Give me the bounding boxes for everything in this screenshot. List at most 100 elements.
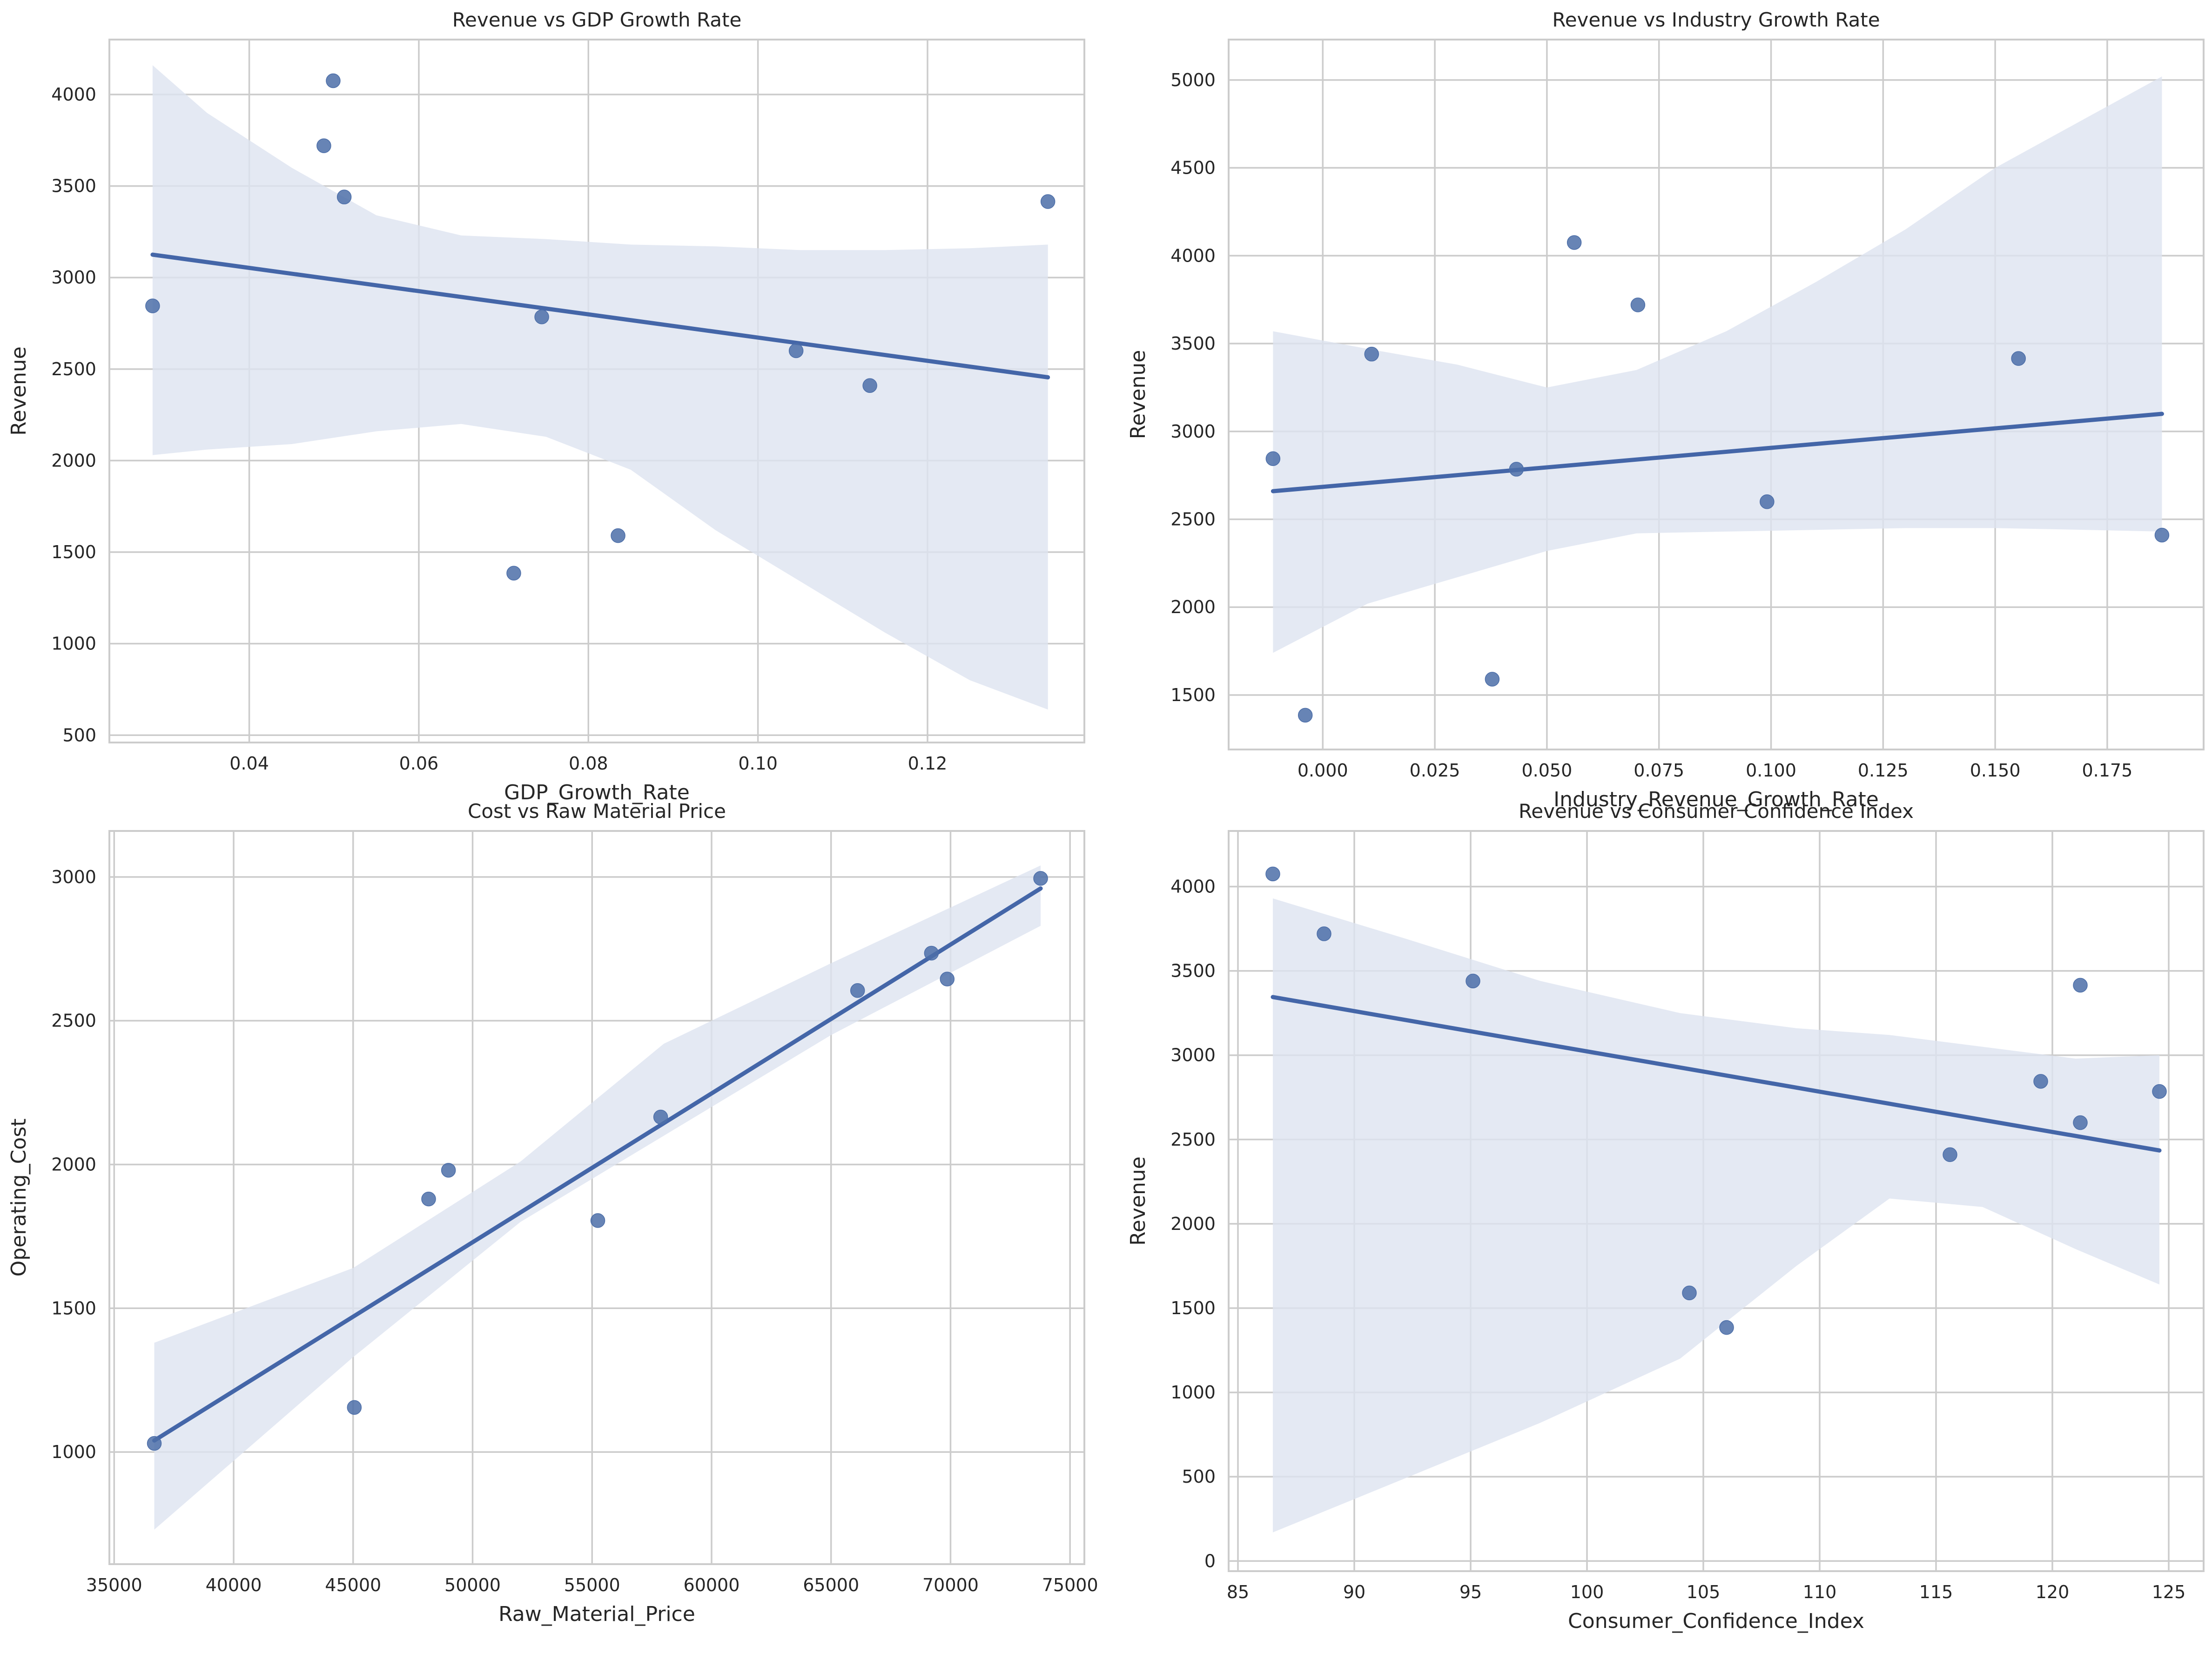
data-point <box>2033 1074 2048 1089</box>
data-point <box>1719 1320 1734 1335</box>
y-tick-label: 3000 <box>51 267 96 288</box>
x-tick-label: 110 <box>1803 1582 1837 1602</box>
y-tick-label: 2000 <box>51 450 96 471</box>
x-tick-label: 95 <box>1459 1582 1482 1602</box>
regression-line <box>1271 995 2162 1153</box>
data-point <box>2073 978 2088 993</box>
data-point <box>862 378 877 393</box>
x-tick-label: 0.050 <box>1521 760 1572 781</box>
data-point <box>506 566 521 581</box>
y-tick-label: 500 <box>1182 1466 1216 1487</box>
y-axis-label: Revenue <box>1126 350 1150 439</box>
data-point <box>1364 346 1379 362</box>
data-point <box>940 972 955 986</box>
y-tick-label: 1000 <box>51 634 96 654</box>
panel-cost-vs-raw-material: Cost vs Raw Material Price Raw_Material_… <box>7 800 1098 1626</box>
confidence-band <box>1273 76 2162 653</box>
x-tick-label: 0.025 <box>1410 760 1460 781</box>
x-tick-label: 0.175 <box>2082 760 2133 781</box>
confidence-band <box>154 865 1041 1530</box>
data-point <box>326 73 341 88</box>
confidence-band <box>152 65 1048 710</box>
y-tick-label: 1500 <box>1170 1298 1216 1318</box>
data-point <box>1265 866 1280 882</box>
y-tick-label: 5000 <box>1170 70 1216 90</box>
data-point <box>1485 672 1500 687</box>
data-point <box>1298 708 1313 723</box>
panel-revenue-vs-industry: Revenue vs Industry Growth Rate Industry… <box>1126 8 2205 811</box>
x-tick-label: 75000 <box>1042 1575 1098 1595</box>
y-tick-label: 4000 <box>1170 877 1216 897</box>
y-tick-label: 3500 <box>1170 333 1216 354</box>
y-axis-label: Revenue <box>7 346 31 436</box>
data-point <box>1567 235 1582 250</box>
x-tick-label: 0.04 <box>229 753 269 774</box>
x-tick-label: 85 <box>1227 1582 1249 1602</box>
data-point <box>2154 527 2170 543</box>
y-tick-label: 3000 <box>1170 1045 1216 1066</box>
x-tick-label: 0.150 <box>1970 760 2021 781</box>
x-tick-label: 0.125 <box>1858 760 1909 781</box>
data-point <box>1630 297 1646 312</box>
x-tick-label: 0.12 <box>908 753 948 774</box>
y-tick-label: 4500 <box>1170 158 1216 178</box>
data-point <box>441 1163 456 1178</box>
data-point <box>2152 1084 2167 1099</box>
data-point <box>1509 462 1524 477</box>
y-tick-label: 3500 <box>1170 961 1216 981</box>
x-tick-label: 50000 <box>444 1575 501 1595</box>
y-tick-label: 500 <box>62 725 96 745</box>
data-point <box>653 1109 668 1125</box>
data-point <box>147 1436 162 1451</box>
regression-line <box>1271 412 2164 493</box>
x-axis-label: Raw_Material_Price <box>498 1602 695 1626</box>
x-tick-label: 0.06 <box>399 753 439 774</box>
x-tick-label: 0.10 <box>738 753 778 774</box>
data-point <box>924 945 939 961</box>
data-point <box>421 1191 436 1207</box>
x-axis-label: Consumer_Confidence_Index <box>1568 1609 1864 1633</box>
data-point <box>1317 926 1331 941</box>
chart-title: Revenue vs Industry Growth Rate <box>1552 8 1880 31</box>
data-point <box>2073 1115 2088 1130</box>
data-point <box>850 983 865 998</box>
y-tick-label: 2500 <box>1170 509 1216 530</box>
x-tick-label: 125 <box>2152 1582 2186 1602</box>
data-point <box>336 189 352 204</box>
x-tick-label: 0.08 <box>569 753 608 774</box>
data-point <box>1760 494 1775 509</box>
y-tick-label: 1500 <box>51 1298 96 1318</box>
x-tick-label: 45000 <box>325 1575 381 1595</box>
chart-title: Revenue vs GDP Growth Rate <box>452 8 742 31</box>
data-point <box>1040 194 1056 209</box>
y-tick-label: 4000 <box>1170 245 1216 266</box>
x-tick-label: 65000 <box>803 1575 859 1595</box>
x-tick-label: 0.075 <box>1634 760 1684 781</box>
y-axis-label: Revenue <box>1126 1156 1150 1246</box>
data-point <box>1466 973 1480 989</box>
y-tick-label: 2000 <box>1170 597 1216 617</box>
data-point <box>1033 871 1048 886</box>
panel-revenue-vs-consumer-confidence: Revenue vs Consumer Confidence Index Con… <box>1126 800 2205 1633</box>
data-point <box>1682 1285 1697 1301</box>
x-tick-label: 115 <box>1919 1582 1953 1602</box>
y-tick-label: 2000 <box>1170 1214 1216 1234</box>
y-axis-label: Operating_Cost <box>7 1119 31 1277</box>
chart-title: Revenue vs Consumer Confidence Index <box>1519 800 1914 823</box>
x-tick-label: 0.100 <box>1746 760 1796 781</box>
data-point <box>590 1213 605 1228</box>
regression-line <box>152 886 1043 1443</box>
y-tick-label: 3000 <box>1170 421 1216 442</box>
y-tick-label: 1000 <box>1170 1382 1216 1403</box>
y-tick-label: 2500 <box>51 1011 96 1031</box>
y-tick-label: 2500 <box>51 359 96 379</box>
y-tick-label: 2500 <box>1170 1129 1216 1150</box>
x-tick-label: 70000 <box>922 1575 979 1595</box>
x-tick-label: 0.000 <box>1298 760 1348 781</box>
y-tick-label: 3000 <box>51 867 96 887</box>
y-tick-label: 3500 <box>51 176 96 196</box>
y-tick-label: 2000 <box>51 1154 96 1175</box>
data-point <box>347 1400 362 1415</box>
x-tick-label: 90 <box>1343 1582 1365 1602</box>
